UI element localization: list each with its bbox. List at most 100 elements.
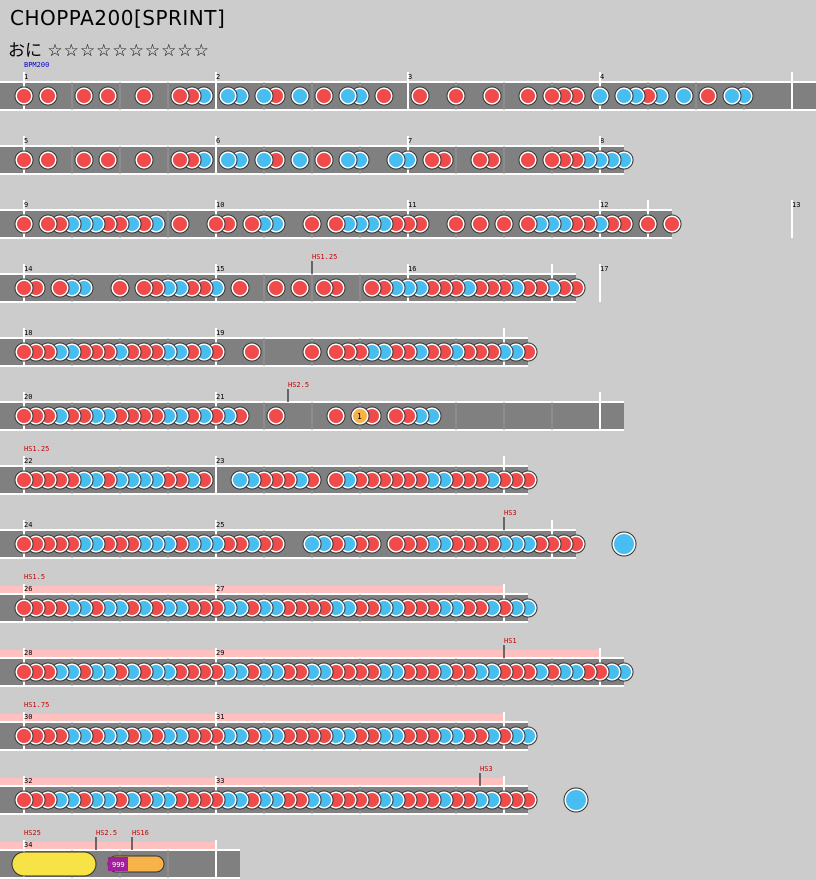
don-note bbox=[326, 406, 346, 426]
don-note bbox=[326, 342, 346, 362]
don-note bbox=[110, 278, 130, 298]
don-note bbox=[14, 86, 34, 106]
measure-number: 6 bbox=[216, 137, 220, 145]
don-note bbox=[74, 86, 94, 106]
ka-note bbox=[218, 150, 238, 170]
don-note bbox=[662, 214, 682, 234]
don-note bbox=[326, 214, 346, 234]
don-note bbox=[14, 406, 34, 426]
drumroll-note bbox=[11, 851, 97, 877]
don-note bbox=[470, 214, 490, 234]
don-note bbox=[518, 86, 538, 106]
measure-number: 4 bbox=[600, 73, 604, 81]
ka-note bbox=[218, 86, 238, 106]
ka-note bbox=[674, 86, 694, 106]
measure-number: 11 bbox=[408, 201, 416, 209]
don-note bbox=[14, 790, 34, 810]
don-note bbox=[518, 150, 538, 170]
event-label: HS3 bbox=[480, 765, 493, 773]
measure-number: 18 bbox=[24, 329, 32, 337]
don-note bbox=[422, 150, 442, 170]
measure-number: 1 bbox=[24, 73, 28, 81]
don-note bbox=[134, 278, 154, 298]
event-label: HS1 bbox=[504, 637, 517, 645]
balloon-roll-head bbox=[108, 857, 128, 871]
don-note bbox=[242, 342, 262, 362]
don-note bbox=[518, 214, 538, 234]
measure-number: 29 bbox=[216, 649, 224, 657]
difficulty-course: おに ☆☆☆☆☆☆☆☆☆☆ bbox=[8, 36, 210, 61]
don-note bbox=[14, 534, 34, 554]
don-note bbox=[374, 86, 394, 106]
measure-number: 16 bbox=[408, 265, 416, 273]
ka-note bbox=[590, 86, 610, 106]
ka-note bbox=[302, 534, 322, 554]
ka-note bbox=[722, 86, 742, 106]
measure-number: 13 bbox=[792, 201, 800, 209]
event-label: HS25 bbox=[24, 829, 41, 837]
ka-note bbox=[614, 86, 634, 106]
big-ka-note bbox=[563, 787, 589, 813]
don-note bbox=[134, 86, 154, 106]
don-note bbox=[14, 662, 34, 682]
don-note bbox=[14, 598, 34, 618]
song-title: CHOPPA200[SPRINT] bbox=[10, 6, 226, 30]
measure-number: 15 bbox=[216, 265, 224, 273]
don-note bbox=[230, 278, 250, 298]
measure-number: 34 bbox=[24, 841, 32, 849]
don-note bbox=[170, 214, 190, 234]
balloon-count: 1 bbox=[357, 412, 362, 421]
measure-number: 31 bbox=[216, 713, 224, 721]
event-label: HS16 bbox=[132, 829, 149, 837]
ka-note bbox=[254, 86, 274, 106]
don-note bbox=[302, 342, 322, 362]
ka-note bbox=[290, 150, 310, 170]
ka-note bbox=[290, 86, 310, 106]
don-note bbox=[446, 86, 466, 106]
don-note bbox=[446, 214, 466, 234]
measure-number: 17 bbox=[600, 265, 608, 273]
don-note bbox=[98, 86, 118, 106]
event-label: HS1.5 bbox=[24, 573, 45, 581]
don-note bbox=[314, 86, 334, 106]
don-note bbox=[362, 278, 382, 298]
don-note bbox=[170, 150, 190, 170]
event-label: HS2.5 bbox=[96, 829, 117, 837]
balloon-note bbox=[350, 406, 370, 426]
event-label: HS1.75 bbox=[24, 701, 49, 709]
don-note bbox=[14, 278, 34, 298]
don-note bbox=[542, 150, 562, 170]
event-label: HS1.25 bbox=[312, 253, 337, 261]
event-label: HS1.25 bbox=[24, 445, 49, 453]
don-note bbox=[638, 214, 658, 234]
don-note bbox=[386, 406, 406, 426]
ka-note bbox=[386, 150, 406, 170]
measure-number: 33 bbox=[216, 777, 224, 785]
event-label: HS3 bbox=[504, 509, 517, 517]
measure-number: 32 bbox=[24, 777, 32, 785]
difficulty-label: おに bbox=[8, 41, 42, 61]
measure-number: 24 bbox=[24, 521, 32, 529]
don-note bbox=[242, 214, 262, 234]
measure-number: 20 bbox=[24, 393, 32, 401]
don-note bbox=[494, 214, 514, 234]
don-note bbox=[98, 150, 118, 170]
level-stars: ☆☆☆☆☆☆☆☆☆☆ bbox=[47, 41, 210, 61]
don-note bbox=[170, 86, 190, 106]
don-note bbox=[410, 86, 430, 106]
measure-number: 30 bbox=[24, 713, 32, 721]
measure-number: 19 bbox=[216, 329, 224, 337]
balloon-roll-count: 999 bbox=[112, 861, 125, 869]
don-note bbox=[74, 150, 94, 170]
don-note bbox=[326, 470, 346, 490]
don-note bbox=[314, 150, 334, 170]
don-note bbox=[38, 150, 58, 170]
don-note bbox=[50, 278, 70, 298]
don-note bbox=[482, 86, 502, 106]
ka-note bbox=[338, 86, 358, 106]
don-note bbox=[14, 470, 34, 490]
don-note bbox=[206, 214, 226, 234]
don-note bbox=[386, 534, 406, 554]
don-note bbox=[14, 150, 34, 170]
